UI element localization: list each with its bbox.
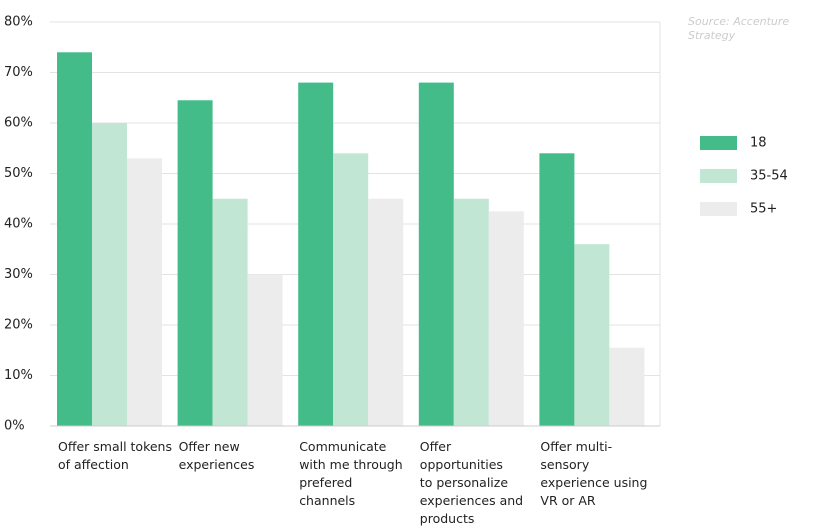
- y-tick-label: 20%: [4, 318, 33, 333]
- bar: [574, 244, 610, 426]
- legend-label: 35-54: [750, 169, 788, 184]
- y-tick-label: 50%: [4, 166, 33, 181]
- bar: [333, 153, 369, 427]
- bar: [609, 347, 645, 426]
- y-tick-label: 10%: [4, 368, 33, 383]
- y-tick-label: 0%: [4, 419, 25, 434]
- x-tick-label: Offer opportunities to personalize exper…: [419, 439, 524, 526]
- bar: [368, 198, 404, 426]
- legend-swatch: [700, 136, 737, 150]
- bar: [539, 153, 575, 427]
- legend-label: 55+: [750, 202, 777, 217]
- bar: [57, 52, 92, 427]
- bar: [212, 198, 248, 426]
- x-tick-label: Offer multi- sensory experience using VR…: [540, 439, 648, 508]
- bar: [298, 82, 334, 426]
- y-tick-label: 60%: [4, 116, 33, 131]
- y-tick-label: 80%: [4, 15, 33, 30]
- bar: [488, 211, 524, 426]
- legend-swatch: [700, 202, 737, 216]
- y-tick-label: 40%: [4, 217, 33, 232]
- bar: [418, 82, 454, 426]
- y-tick-label: 70%: [4, 65, 33, 80]
- bar: [127, 158, 162, 426]
- bar: [92, 123, 127, 426]
- bar: [453, 198, 489, 426]
- bar: [247, 274, 283, 426]
- x-tick-label: Offer small tokens of affection: [58, 439, 172, 472]
- x-tick-label: Communicate with me through prefered cha…: [299, 439, 403, 508]
- y-tick-label: 30%: [4, 267, 33, 282]
- legend-label: 18: [750, 136, 767, 151]
- x-tick-label: Offer new experiences: [178, 439, 255, 472]
- legend-swatch: [700, 169, 737, 183]
- bar: [177, 100, 213, 427]
- source-note: Source: Accenture Strategy: [688, 15, 790, 42]
